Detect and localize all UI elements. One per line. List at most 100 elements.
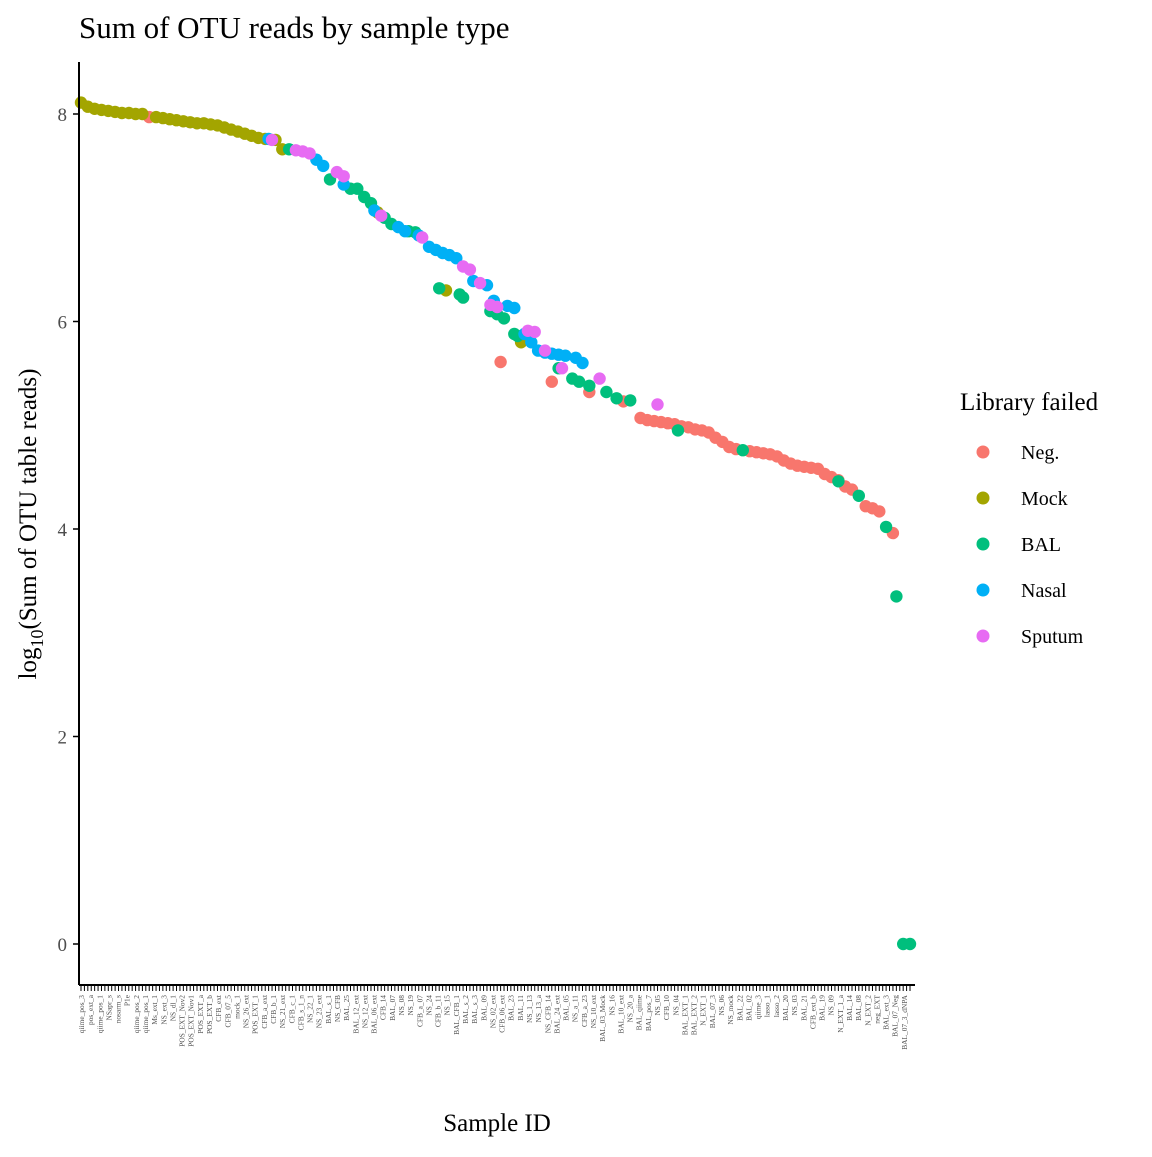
- x-tick-label: qiime_3: [754, 995, 763, 1020]
- x-tick-label: BAL_CFB_1: [452, 995, 461, 1035]
- data-point: [494, 356, 506, 368]
- x-tick-label: BAL_22: [735, 995, 744, 1021]
- legend-key: [977, 630, 990, 643]
- x-axis: qiime_pos_3 pos_ext_a qiime_pos_1 NSapr_s no…: [77, 985, 915, 1050]
- y-axis-title: log10(Sum of OTU table reads): [15, 369, 47, 680]
- x-tick-label: NS_04: [671, 995, 680, 1016]
- data-point: [737, 444, 749, 456]
- legend-items: Neg. Mock BAL Nasal Sputum: [977, 442, 1084, 648]
- data-point: [832, 475, 844, 487]
- x-tick-label: BAL_07_3: [708, 995, 717, 1029]
- x-tick-label: CFB_a_ext: [260, 994, 269, 1029]
- x-tick-label: POS_EXT_Nov1: [187, 995, 196, 1047]
- x-tick-label: BAL_11: [516, 995, 525, 1021]
- x-tick-label: BAL_s_3: [470, 995, 479, 1024]
- series-bal: [283, 143, 916, 950]
- x-tick-label: NS_26_ext: [242, 994, 251, 1028]
- data-point: [672, 424, 684, 436]
- x-tick-label: NS_16: [607, 995, 616, 1016]
- y-axis-title-subscript: 10: [27, 630, 47, 648]
- y-axis-title-prefix: log: [15, 647, 42, 679]
- x-tick-label: CFB_b_11: [434, 995, 443, 1027]
- x-tick-label: NS_mock: [726, 995, 735, 1025]
- x-tick-label: BAL_24_ext: [552, 994, 561, 1034]
- data-point: [624, 394, 636, 406]
- x-tick-label: NS_CFB_14: [543, 995, 552, 1034]
- data-point: [399, 225, 411, 237]
- legend: Library failed Neg. Mock BAL Nasal Sputum: [960, 389, 1099, 648]
- y-axis: 0 2 4 6 8: [58, 62, 80, 985]
- y-axis-title-suffix: (Sum of OTU table reads): [15, 369, 42, 630]
- data-point: [593, 372, 605, 384]
- data-point: [890, 590, 902, 602]
- y-tick-label: 0: [58, 935, 68, 956]
- data-point: [539, 344, 551, 356]
- chart-title: Sum of OTU reads by sample type: [79, 10, 509, 45]
- x-tick-label: neg_EXT: [872, 995, 881, 1024]
- data-point: [556, 362, 568, 374]
- x-tick-label: CFB_14: [379, 995, 388, 1020]
- x-tick-label: NS_20_a: [626, 994, 635, 1022]
- x-tick-label: BAL_pos_7: [644, 995, 653, 1031]
- x-tick-label: NS_a_11: [571, 995, 580, 1023]
- x-tick-label: P1e: [123, 994, 132, 1006]
- x-tick-label: NS_08: [397, 995, 406, 1016]
- x-tick-label: CFB_a_07: [415, 995, 424, 1027]
- x-tick-label: POS_EXT_b: [205, 995, 214, 1034]
- legend-label: Mock: [1021, 488, 1068, 510]
- x-tick-label: qiime_pos_1: [141, 995, 150, 1033]
- x-tick-label: NS_15: [443, 995, 452, 1016]
- series-neg: [143, 111, 899, 539]
- data-point: [529, 326, 541, 338]
- data-point: [416, 231, 428, 243]
- x-tick-label: NSapr_s: [104, 995, 113, 1021]
- legend-key: [977, 446, 990, 459]
- legend-label: Nasal: [1021, 580, 1067, 602]
- x-tick-label: NS_1_13: [525, 995, 534, 1023]
- x-tick-label: lasso_2: [772, 995, 781, 1017]
- data-point: [873, 505, 885, 517]
- data-point: [457, 291, 469, 303]
- x-tick-label: pos_ext_a: [86, 994, 95, 1025]
- x-tick-label: BAL_qiime: [635, 994, 644, 1030]
- x-tick-label: BAL_03_Mock: [598, 995, 607, 1042]
- x-tick-label: N_EXT_1: [699, 995, 708, 1026]
- x-tick-label: BAL_12_ext: [351, 994, 360, 1034]
- legend-key: [977, 538, 990, 551]
- x-tick-label: NS_24: [424, 995, 433, 1016]
- data-point: [375, 210, 387, 222]
- x-tick-label: NS_ext_3: [159, 995, 168, 1025]
- x-tick-label: NS_10_ext: [589, 994, 598, 1028]
- x-tick-label: NS_12_ext: [360, 994, 369, 1028]
- x-tick-label: BAL_EXT_1: [680, 995, 689, 1036]
- x-tick-label: BAL_23: [507, 995, 516, 1021]
- x-tick-label: BAL_21: [799, 995, 808, 1021]
- x-tick-label: CFB_10: [662, 995, 671, 1020]
- x-tick-label: BAL_s_2: [461, 995, 470, 1024]
- x-tick-label: BAL_EXT_2: [690, 995, 699, 1036]
- data-point: [508, 302, 520, 314]
- x-tick-label: CFB_07_5: [223, 995, 232, 1028]
- x-tick-label: CFB_s_1_n: [296, 995, 305, 1031]
- x-tick-label: CFB_ext: [214, 994, 223, 1022]
- legend-key: [977, 584, 990, 597]
- x-tick-label: NS_21_ext: [278, 994, 287, 1028]
- x-tick-label: BAL_07: [388, 995, 397, 1021]
- x-tick-label: nosarm_s: [114, 995, 123, 1023]
- data-point: [136, 108, 148, 120]
- x-tick-label: NS_13_a: [534, 994, 543, 1022]
- x-axis-title: Sample ID: [443, 1110, 551, 1137]
- x-tick-label: NS_dl_1: [168, 995, 177, 1022]
- legend-label: Sputum: [1021, 626, 1084, 648]
- data-point: [266, 134, 278, 146]
- x-tick-label: NS_22_1: [306, 995, 315, 1023]
- x-tick-label: BAL_08: [854, 995, 863, 1021]
- plot-area: [75, 96, 916, 950]
- series-mock: [75, 96, 528, 348]
- x-tick-label: N_EXT_2: [863, 995, 872, 1026]
- data-point: [338, 170, 350, 182]
- x-tick-label: BAL_02: [744, 995, 753, 1021]
- x-tick-label: BAL_ext_3: [882, 995, 891, 1030]
- x-tick-label: NS_23_ext: [315, 994, 324, 1028]
